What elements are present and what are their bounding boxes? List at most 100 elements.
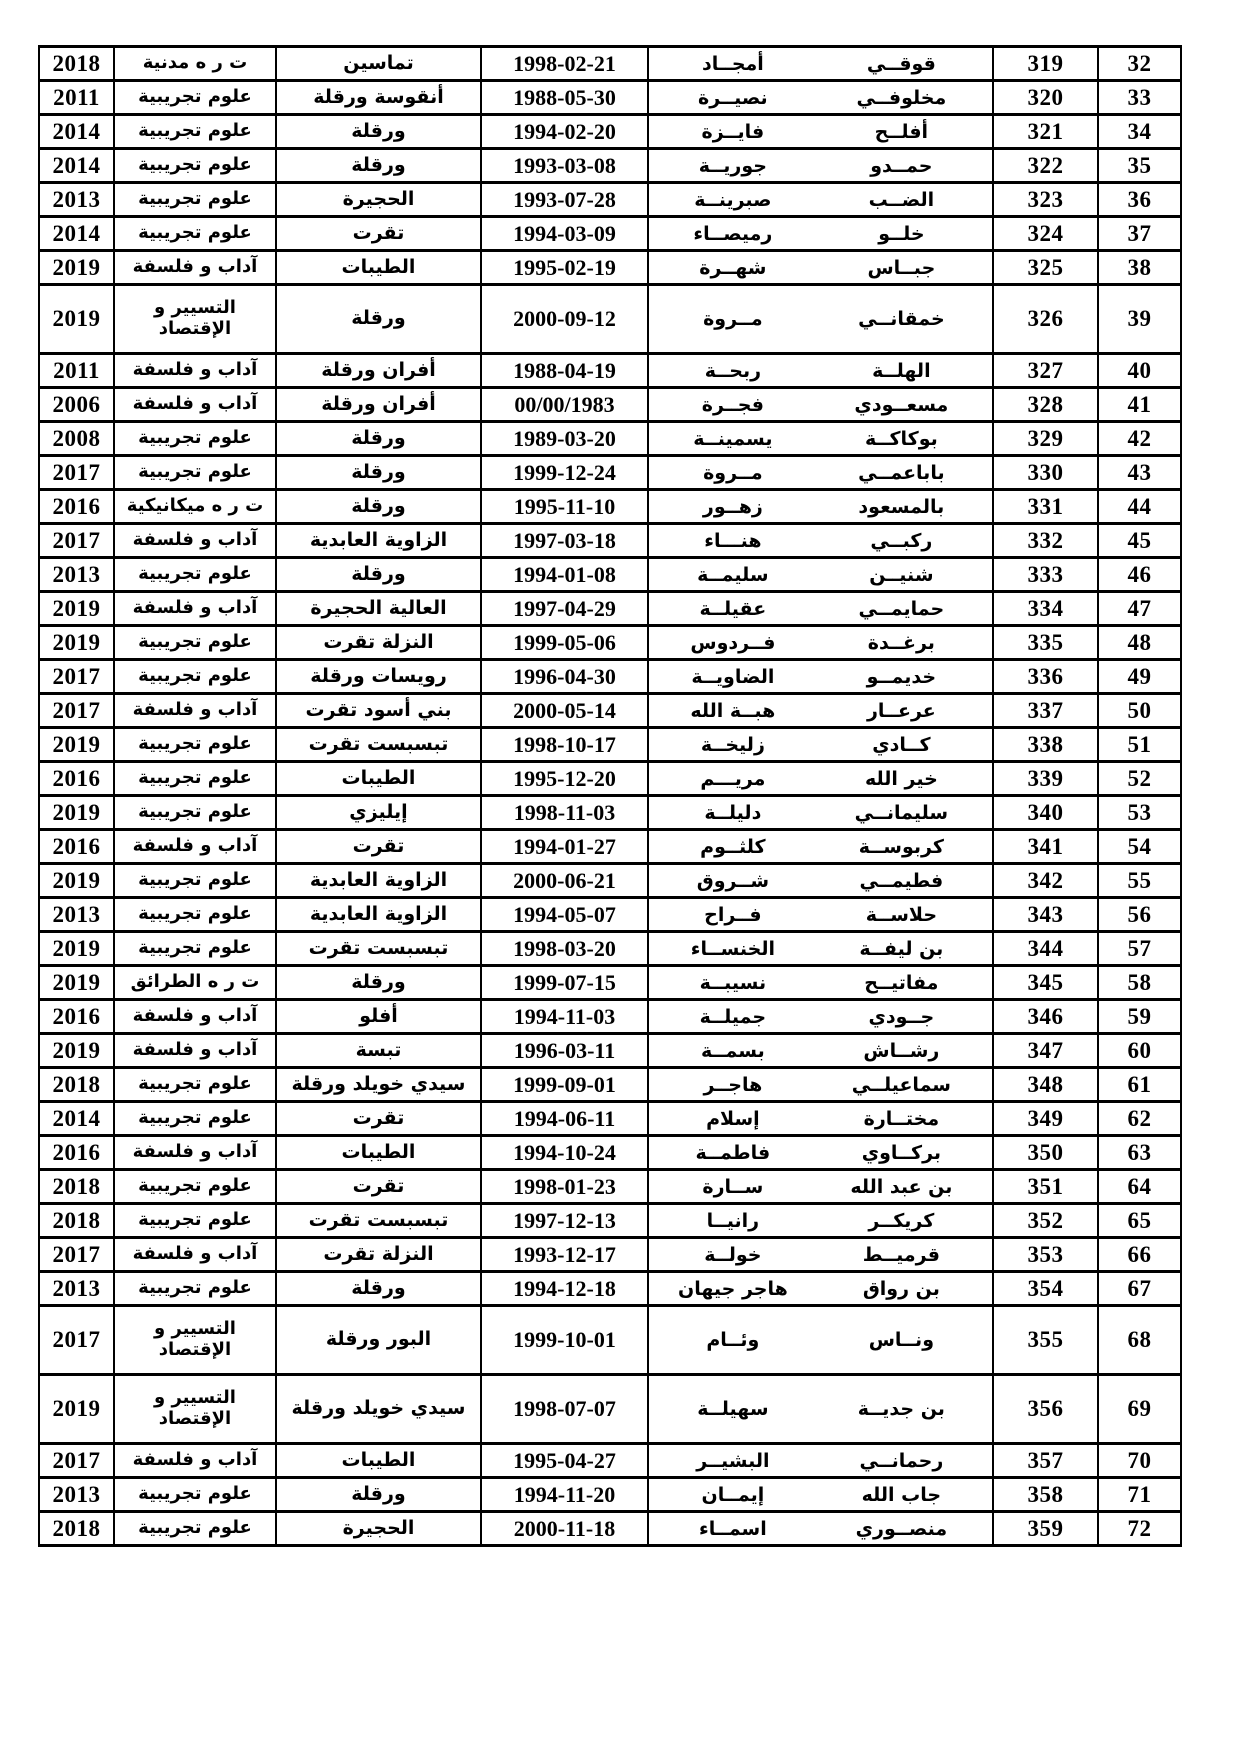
specialty-cell: علوم تجريبية [113, 181, 277, 218]
birthdate-cell: 00/00/1983 [480, 386, 649, 423]
first-name: دليلــة [704, 801, 762, 824]
table-row: 2011 علوم تجريبية أنقوسة ورقلة 1988-05-3… [38, 79, 1182, 116]
rank-number-cell: 56 [1097, 896, 1182, 933]
first-name: جوريــة [698, 154, 767, 177]
last-name: برغــدة [867, 631, 935, 654]
last-name: بركــاوي [861, 1141, 942, 1164]
name-wrap: مريـــم خير الله [652, 768, 989, 790]
birthplace-cell: ورقلة [275, 556, 482, 593]
first-name: نسيبــة [699, 971, 767, 994]
name-cell: بسمــة رشــاش [647, 1032, 994, 1069]
table-row: 2014 علوم تجريبية ورقلة 1993-03-08 جوريـ… [38, 147, 1182, 184]
last-name: جــودي [868, 1005, 935, 1028]
birthplace-cell: ورقلة [275, 420, 482, 457]
specialty-cell: علوم تجريبية [113, 624, 277, 661]
last-name: كربوســة [858, 835, 944, 858]
table-row: 2018 ت ر ه مدنية تماسين 1998-02-21 أمجــ… [38, 45, 1182, 82]
first-name: فــراح [704, 903, 762, 926]
birthplace-cell: ورقلة [275, 488, 482, 525]
birthdate-cell: 1999-10-01 [480, 1304, 649, 1376]
bac-year-cell: 2019 [38, 283, 115, 355]
name-wrap: فــراح حلاســة [652, 904, 989, 926]
registration-number-cell: 343 [992, 896, 1099, 933]
last-name: مسعــودي [854, 393, 949, 416]
rank-number-cell: 54 [1097, 828, 1182, 865]
table-row: 2014 علوم تجريبية ورقلة 1994-02-20 فايــ… [38, 113, 1182, 150]
bac-year-cell: 2014 [38, 215, 115, 252]
name-wrap: هاجر جيهان بن رواق [652, 1278, 989, 1300]
rank-number-cell: 51 [1097, 726, 1182, 763]
registration-number-cell: 356 [992, 1373, 1099, 1445]
specialty-cell: آداب و فلسفة [113, 352, 277, 389]
registration-number-cell: 328 [992, 386, 1099, 423]
name-cell: فجــرة مسعــودي [647, 386, 994, 423]
name-cell: الخنســاء بن ليفــة [647, 930, 994, 967]
registration-number-cell: 338 [992, 726, 1099, 763]
first-name: ســارة [702, 1175, 764, 1198]
birthplace-cell: النزلة تقرت [275, 624, 482, 661]
first-name: إسلام [706, 1107, 760, 1130]
rank-number-cell: 42 [1097, 420, 1182, 457]
birthdate-cell: 1989-03-20 [480, 420, 649, 457]
bac-year-cell: 2016 [38, 1134, 115, 1171]
last-name: فطيمــي [859, 869, 944, 892]
last-name: خير الله [864, 767, 938, 790]
name-wrap: صبرينــة الضــب [652, 189, 989, 211]
birthplace-cell: البور ورقلة [275, 1304, 482, 1376]
first-name: مــروة [703, 308, 763, 330]
first-name: خولــة [704, 1243, 762, 1266]
registration-number-cell: 348 [992, 1066, 1099, 1103]
rank-number-cell: 64 [1097, 1168, 1182, 1205]
birthdate-cell: 1997-04-29 [480, 590, 649, 627]
birthplace-cell: ورقلة [275, 1270, 482, 1307]
bac-year-cell: 2017 [38, 1442, 115, 1479]
first-name: هبــة الله [690, 699, 776, 722]
bac-year-cell: 2017 [38, 1236, 115, 1273]
birthplace-cell: تماسين [275, 45, 482, 82]
first-name: صبرينــة [694, 188, 772, 211]
last-name: حلاســة [865, 903, 938, 926]
name-wrap: يسمينــة بوكاكــة [652, 428, 989, 450]
birthdate-cell: 1995-02-19 [480, 249, 649, 286]
registration-number-cell: 354 [992, 1270, 1099, 1307]
specialty-cell: علوم تجريبية [113, 420, 277, 457]
rank-number-cell: 57 [1097, 930, 1182, 967]
name-cell: سليمــة شنيــن [647, 556, 994, 593]
specialty-cell: علوم تجريبية [113, 1066, 277, 1103]
bac-year-cell: 2013 [38, 556, 115, 593]
last-name: أفلــح [874, 120, 929, 143]
last-name: شنيــن [869, 563, 934, 586]
birthdate-cell: 1995-04-27 [480, 1442, 649, 1479]
name-wrap: الخنســاء بن ليفــة [652, 938, 989, 960]
birthdate-cell: 2000-11-18 [480, 1510, 649, 1547]
name-cell: صبرينــة الضــب [647, 181, 994, 218]
rank-number-cell: 68 [1097, 1304, 1182, 1376]
last-name: سماعيلــي [851, 1073, 951, 1096]
registration-number-cell: 355 [992, 1304, 1099, 1376]
registration-number-cell: 346 [992, 998, 1099, 1035]
bac-year-cell: 2019 [38, 964, 115, 1001]
birthplace-cell: تقرت [275, 1100, 482, 1137]
birthdate-cell: 2000-09-12 [480, 283, 649, 355]
name-cell: دليلــة سليمانــي [647, 794, 994, 831]
rank-number-cell: 67 [1097, 1270, 1182, 1307]
name-wrap: شــروق فطيمــي [652, 870, 989, 892]
table-row: 2019 علوم تجريبية الزاوية العابدية 2000-… [38, 862, 1182, 899]
birthplace-cell: ورقلة [275, 113, 482, 150]
bac-year-cell: 2018 [38, 1066, 115, 1103]
birthdate-cell: 1994-11-20 [480, 1476, 649, 1513]
birthplace-cell: سيدي خويلد ورقلة [275, 1373, 482, 1445]
birthplace-cell: ورقلة [275, 964, 482, 1001]
name-cell: سهيلــة بن جديــة [647, 1373, 994, 1445]
table-row: 2014 علوم تجريبية تقرت 1994-06-11 إسلام … [38, 1100, 1182, 1137]
table-row: 2019 ت ر ه الطرائق ورقلة 1999-07-15 نسيب… [38, 964, 1182, 1001]
name-wrap: شهــرة جبــاس [652, 257, 989, 279]
last-name: بن جديــة [857, 1398, 945, 1420]
registration-number-cell: 327 [992, 352, 1099, 389]
name-wrap: الضاويــة خديمــو [652, 666, 989, 688]
specialty-cell: آداب و فلسفة [113, 386, 277, 423]
name-cell: وئــام ونــاس [647, 1304, 994, 1376]
bac-year-cell: 2017 [38, 1304, 115, 1376]
name-cell: مــروة باباعمــي [647, 454, 994, 491]
rank-number-cell: 61 [1097, 1066, 1182, 1103]
